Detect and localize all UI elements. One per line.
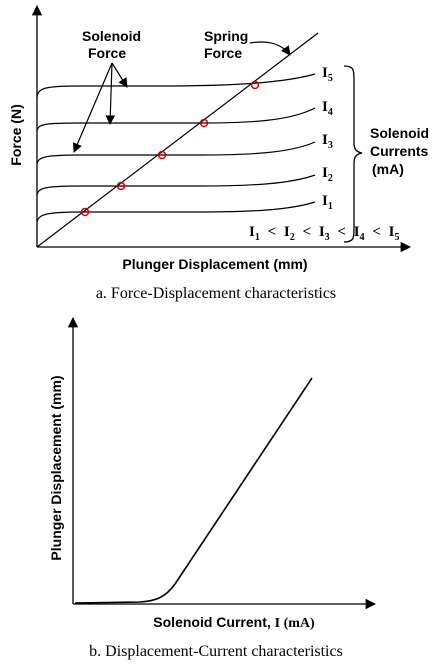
solenoid-curve-i1 (36, 201, 316, 223)
force-displacement-diagram: I5 I4 I3 I2 I1 Solenoid Currents (mA) So… (8, 4, 429, 302)
intersection-marker-i3 (157, 150, 167, 160)
current-inequality: I1 < I2 < I3 < I4 < I5 (249, 224, 399, 244)
intersection-marker-i1 (80, 207, 90, 217)
top-caption: a. Force-Displacement characteristics (96, 285, 336, 302)
solenoid-curve-i4 (36, 107, 316, 132)
currents-brace (343, 65, 363, 243)
top-y-axis-label: Force (N) (8, 104, 24, 165)
intersection-marker-i4 (199, 118, 209, 128)
curve-label-i5: I5 (322, 65, 333, 84)
solenoid-force-arrow-1 (72, 62, 113, 153)
solenoid-force-arrow-3 (111, 62, 128, 88)
top-x-axis-label: Plunger Displacement (mm) (122, 256, 307, 272)
displacement-current-curve (74, 377, 313, 604)
curve-label-i4: I4 (322, 99, 333, 118)
spring-force-arrow (249, 41, 291, 56)
spring-force-line (36, 32, 319, 248)
solenoid-force-arrow-2 (105, 62, 116, 125)
displacement-current-diagram: Plunger Displacement (mm) Solenoid Curre… (48, 316, 377, 660)
currents-label-line1: Solenoid (370, 125, 429, 141)
solenoid-force-label-line2: Force (88, 45, 126, 61)
curve-label-i2: I2 (322, 165, 333, 184)
intersection-marker-i5 (250, 80, 260, 90)
currents-label-line3: (mA) (372, 161, 404, 177)
bottom-caption: b. Displacement-Current characteristics (89, 643, 343, 660)
intersection-marker-i2 (116, 181, 126, 191)
bottom-y-axis-label: Plunger Displacement (mm) (48, 375, 64, 560)
solenoid-curve-i2 (36, 174, 316, 196)
bottom-x-axis-label: Solenoid Current, I (mA) (153, 614, 315, 631)
spring-force-label-line1: Spring (204, 28, 248, 44)
solenoid-curve-i5 (36, 73, 316, 98)
curve-label-i1: I1 (322, 193, 333, 212)
curve-label-i3: I3 (322, 132, 333, 151)
solenoid-force-label-line1: Solenoid (82, 28, 141, 44)
spring-force-label-line2: Force (204, 45, 242, 61)
solenoid-curve-i3 (36, 141, 316, 165)
currents-label-line2: Currents (370, 143, 429, 159)
